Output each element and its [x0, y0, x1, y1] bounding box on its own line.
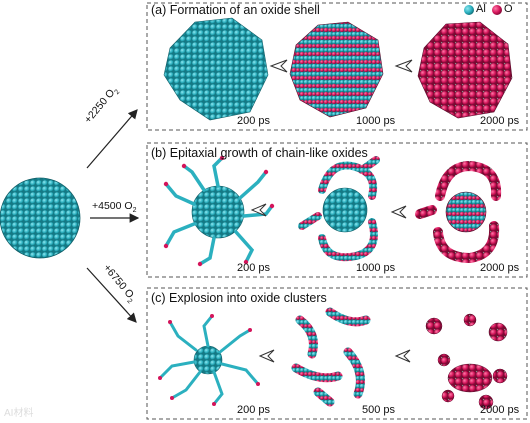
- panel-b-time-3: 2000 ps: [480, 262, 520, 274]
- panel-c-500ps-fragments: [291, 307, 371, 407]
- panel-b-time-1: 200 ps: [237, 262, 271, 274]
- legend-o: O: [504, 3, 513, 15]
- panel-a-time-2: 1000 ps: [356, 115, 396, 127]
- al-legend-dot: [464, 5, 474, 15]
- initial-al-nanoparticle: [0, 177, 81, 259]
- panel-b-1000ps-chains: [298, 156, 380, 262]
- panel-c-title: (c) Explosion into oxide clusters: [151, 291, 327, 305]
- panel-a-time-1: 200 ps: [237, 115, 271, 127]
- panel-c-200ps-chains: [158, 314, 260, 406]
- o-legend-dot: [492, 5, 502, 15]
- legend-al: Al: [476, 3, 486, 15]
- panel-a-particles: [163, 17, 513, 121]
- panel-a-arrowhead-1: [269, 59, 288, 73]
- panel-a-200ps-particle: [163, 17, 269, 121]
- panel-c-200ps-oxygen: [158, 314, 260, 406]
- panel-c-frame: [146, 287, 528, 420]
- panel-b-200ps-chains: [164, 156, 274, 266]
- panel-b-particles: [163, 155, 502, 267]
- panel-a-arrowhead-2: [394, 59, 413, 73]
- panel-c-2000ps-clusters: [425, 313, 508, 410]
- panel-c-arrowhead-1: [258, 349, 275, 363]
- panel-a-2000ps-particle: [417, 21, 513, 119]
- panel-b-200ps-oxygen: [163, 155, 275, 267]
- panel-c-time-3: 2000 ps: [480, 404, 520, 416]
- legend-o-label: O: [504, 3, 513, 15]
- panel-b-title: (b) Epitaxial growth of chain-like oxide…: [151, 146, 368, 160]
- panel-c-arrowhead-2: [394, 349, 411, 363]
- panel-c-particles: [158, 307, 508, 410]
- panel-b-2000ps-chains: [415, 160, 502, 264]
- panel-b-time-2: 1000 ps: [356, 262, 396, 274]
- panel-b-2000ps-core: [445, 191, 487, 233]
- panel-a-time-3: 2000 ps: [480, 115, 520, 127]
- panel-c-200ps-core: [193, 345, 223, 375]
- panel-b-1000ps-core: [322, 187, 368, 233]
- arrow-label-b-value: +4500 O: [92, 200, 133, 212]
- arrow-to-panel-a: [86, 109, 138, 169]
- arrow-label-b-sub: 2: [132, 207, 137, 215]
- panel-a-title: (a) Formation of an oxide shell: [151, 3, 320, 17]
- panel-c-time-1: 200 ps: [237, 404, 271, 416]
- watermark: AI材料: [4, 408, 34, 419]
- panel-c-time-2: 500 ps: [362, 404, 396, 416]
- arrow-to-panel-c: [86, 267, 137, 323]
- panel-b-arrowhead-1: [250, 203, 267, 217]
- panel-b-200ps-core: [191, 185, 245, 239]
- arrow-label-b: +4500 O2: [92, 200, 136, 214]
- panel-a-frame: [146, 2, 528, 131]
- panel-b-frame: [146, 142, 528, 278]
- panel-a-1000ps-particle: [289, 21, 384, 118]
- legend-al-label: Al: [476, 3, 486, 15]
- panel-b-arrowhead-2: [390, 205, 407, 219]
